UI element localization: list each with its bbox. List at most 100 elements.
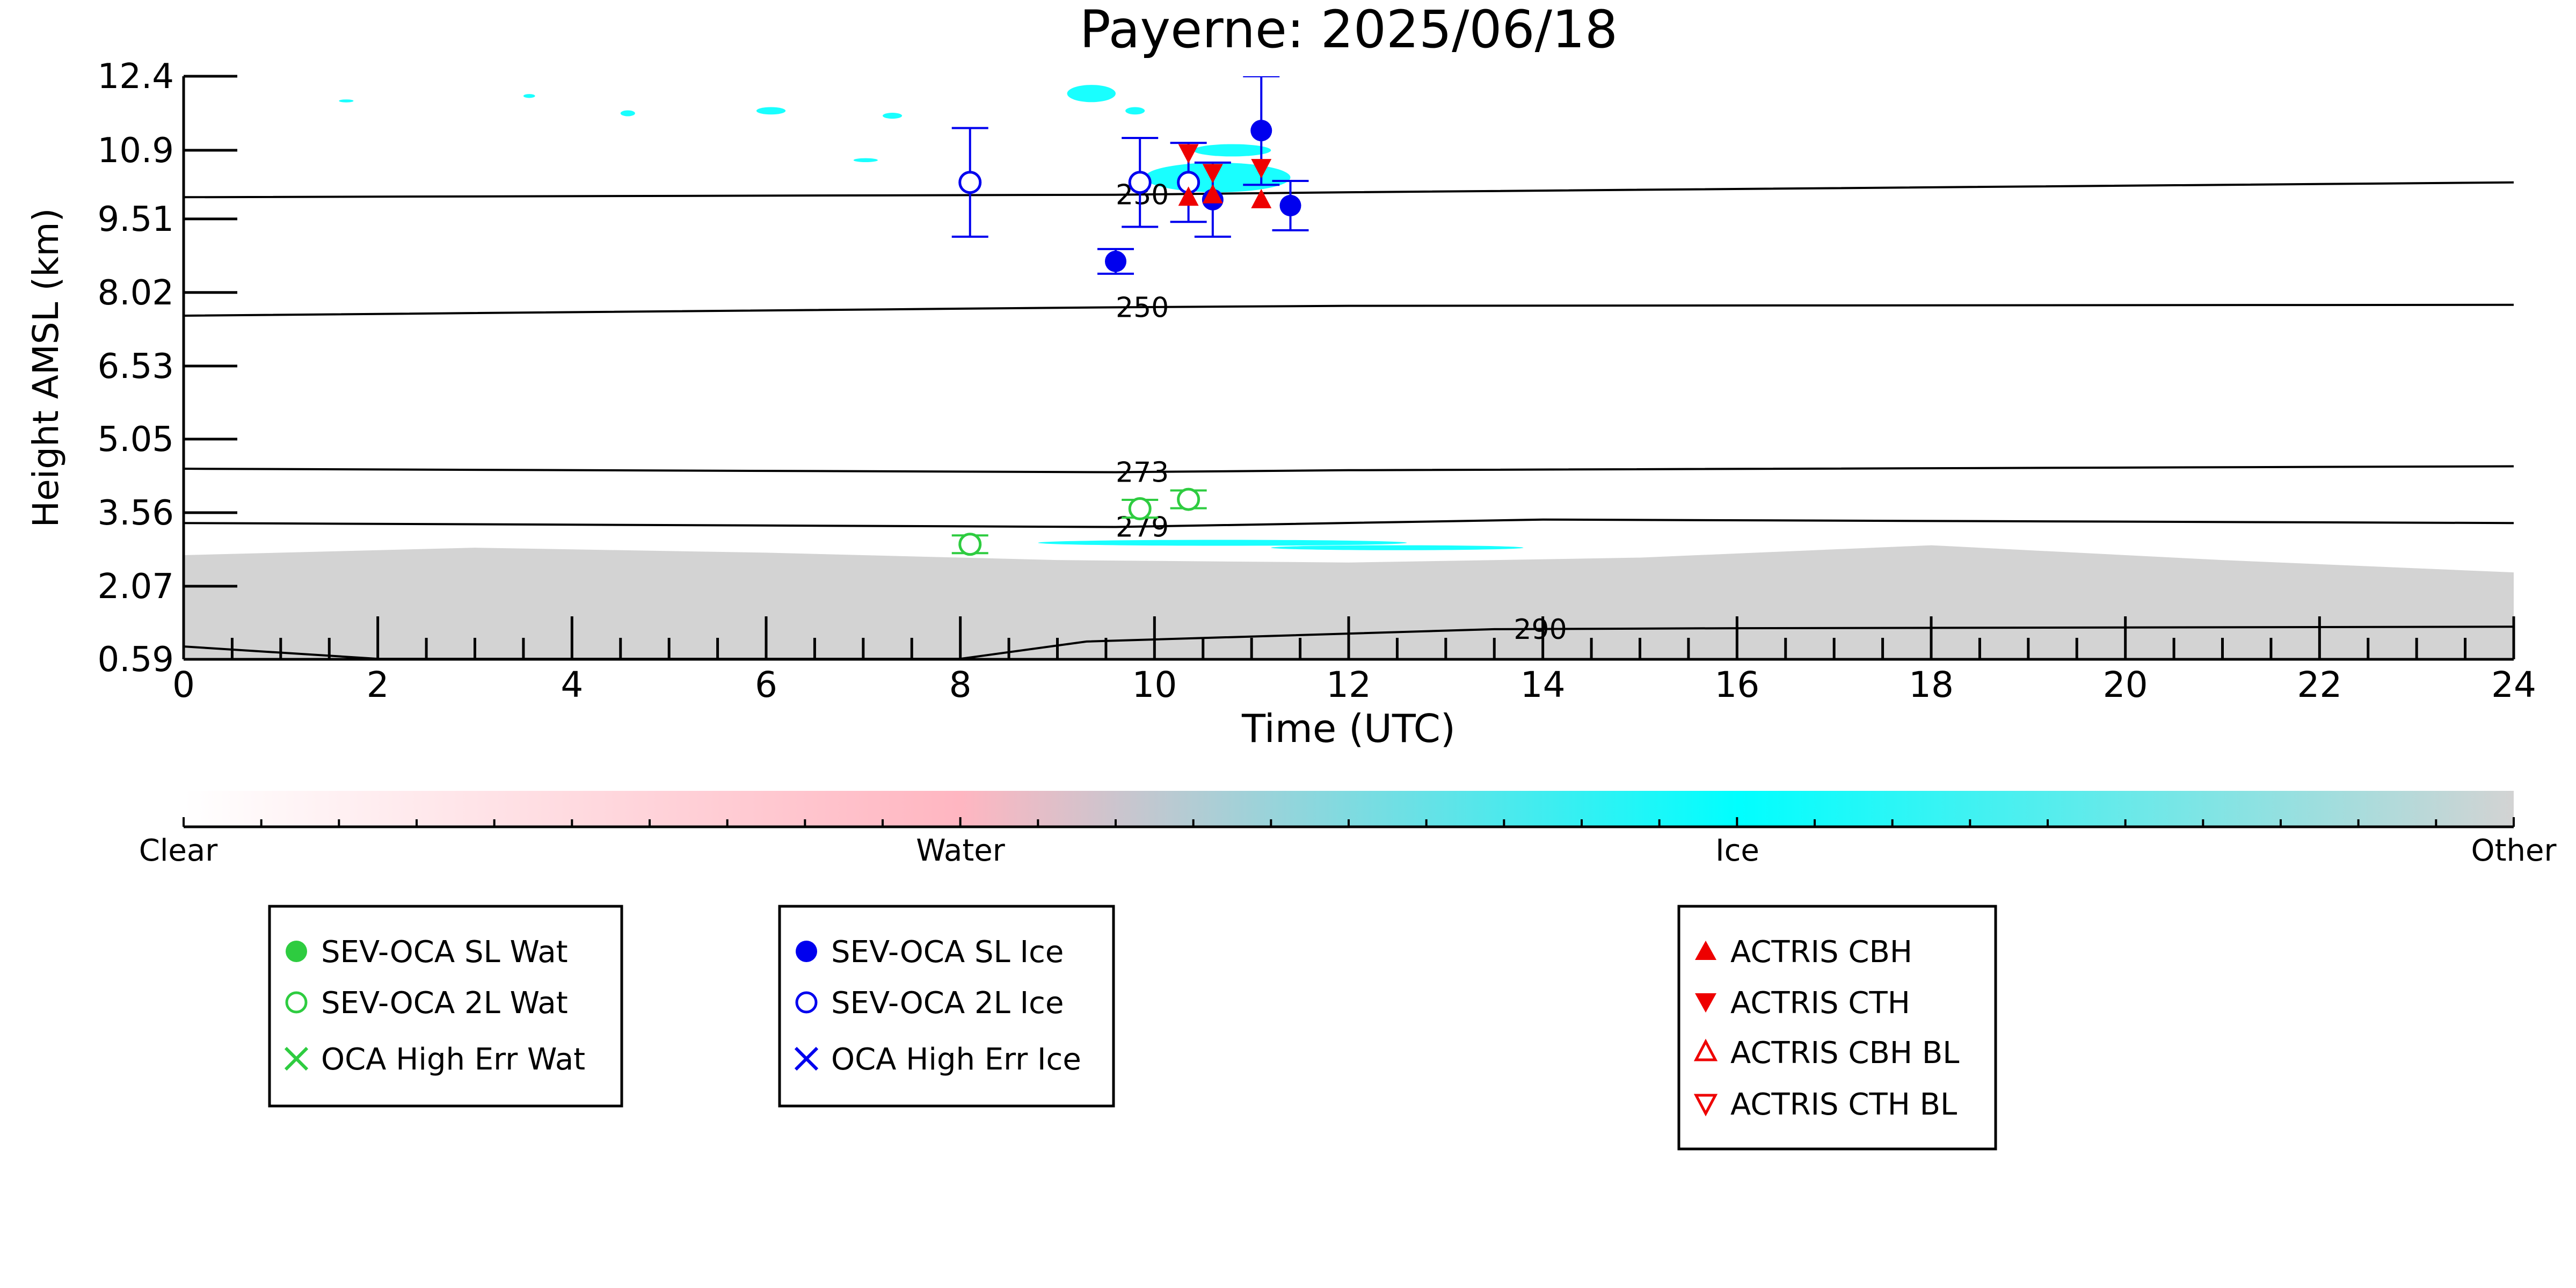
y-tick-label: 10.9	[98, 131, 174, 171]
filled-circle-marker-icon	[286, 941, 307, 962]
y-tick-label: 9.51	[98, 200, 174, 239]
legend-label: SEV-OCA SL Wat	[321, 935, 568, 970]
colorbar-label-other: Other	[2471, 833, 2557, 868]
legend-entry-actris-cbh: ACTRIS CBH	[1695, 935, 1912, 970]
x-tick-label: 22	[2297, 664, 2342, 705]
x-tick-label: 10	[1132, 664, 1177, 705]
x-tick-label: 2	[367, 664, 389, 705]
data-point	[1279, 194, 1301, 216]
triangle-up-marker-icon	[1695, 941, 1716, 960]
ice-patch	[1271, 545, 1524, 550]
x-ticks: 0 2 4 6 8 10 12 14 16 18 20 22 24	[172, 616, 2536, 705]
triangle-down-marker-icon	[1695, 993, 1716, 1013]
open-triangle-up-marker-icon	[1693, 1038, 1718, 1061]
legend-label: ACTRIS CTH BL	[1730, 1087, 1957, 1122]
legend-label: SEV-OCA 2L Wat	[321, 986, 568, 1021]
legend-entry-sev-oca-2l-wat: SEV-OCA 2L Wat	[285, 986, 568, 1021]
ice-patch	[620, 110, 635, 117]
open-triangle-down-marker-icon	[1693, 1094, 1718, 1117]
ice-patch	[1067, 85, 1116, 103]
ice-patch	[1125, 107, 1145, 115]
y-tick-label: 3.56	[98, 493, 174, 533]
data-point	[1105, 250, 1126, 272]
legend-label: ACTRIS CBH	[1730, 935, 1912, 970]
legend-label: SEV-OCA SL Ice	[831, 935, 1064, 970]
colorbar-label-clear: Clear	[139, 833, 218, 868]
data-point	[1178, 144, 1199, 164]
legend-entry-sev-oca-2l-ice: SEV-OCA 2L Ice	[795, 986, 1064, 1021]
y-tick-label: 12.4	[98, 57, 174, 97]
x-axis-label: Time (UTC)	[1241, 706, 1456, 751]
observation-points	[951, 76, 1309, 556]
legend-actris: ACTRIS CBH ACTRIS CTH ACTRIS CBH BL ACTR…	[1677, 905, 1997, 1151]
legend-entry-oca-high-err-ice: OCA High Err Ice	[794, 1042, 1081, 1077]
x-tick-label: 6	[755, 664, 777, 705]
x-tick-label: 14	[1520, 664, 1566, 705]
ice-patch	[1193, 144, 1271, 157]
legend-label: ACTRIS CTH	[1730, 986, 1910, 1021]
isotherm-line	[184, 465, 2514, 474]
ice-patch	[1038, 540, 1407, 546]
data-point	[1178, 186, 1199, 206]
x-tick-label: 4	[561, 664, 583, 705]
data-point	[1177, 487, 1200, 511]
legend-entry-sev-oca-sl-ice: SEV-OCA SL Ice	[796, 935, 1064, 970]
isotherm-label: 290	[1513, 614, 1567, 646]
data-point	[1202, 164, 1223, 184]
y-tick-label: 2.07	[98, 567, 174, 607]
legend-label: SEV-OCA 2L Ice	[831, 986, 1064, 1021]
ice-classification-patches	[339, 85, 1524, 550]
ice-patch	[853, 158, 878, 163]
ice-patch	[523, 94, 535, 98]
y-tick-label: 8.02	[98, 273, 174, 313]
data-point	[1251, 188, 1272, 208]
colorbar-label-water: Water	[916, 833, 1006, 868]
ice-patch	[756, 107, 786, 115]
data-point	[1251, 159, 1272, 179]
ice-patch	[339, 99, 354, 103]
legend-water-frame	[268, 905, 623, 1108]
y-ticks: 0.59 2.07 3.56 5.05 6.53 8.02 9.51 10.9 12.4	[98, 57, 237, 680]
legend-entry-actris-cth-bl: ACTRIS CTH BL	[1693, 1087, 1957, 1122]
legend-ice-frame	[778, 905, 1115, 1108]
data-point	[958, 533, 982, 556]
legend-entry-sev-oca-sl-wat: SEV-OCA SL Wat	[286, 935, 568, 970]
data-point	[1128, 171, 1152, 194]
x-tick-label: 12	[1326, 664, 1371, 705]
y-tick-label: 0.59	[98, 640, 174, 680]
isotherm-label: 273	[1116, 456, 1169, 489]
data-point	[958, 171, 982, 194]
legend-ice: SEV-OCA SL Ice SEV-OCA 2L Ice OCA High E…	[778, 905, 1115, 1108]
data-point	[1128, 497, 1152, 521]
filled-circle-marker-icon	[796, 941, 817, 962]
isotherm-line	[184, 303, 2514, 317]
legend-label: ACTRIS CBH BL	[1730, 1036, 1959, 1071]
isotherm-line	[184, 518, 2514, 528]
data-point	[1250, 120, 1272, 142]
isotherm-line	[184, 181, 2514, 199]
ice-patch	[883, 113, 903, 119]
x-tick-label: 0	[172, 664, 195, 705]
x-tick-label: 20	[2103, 664, 2148, 705]
isotherm-label: 250	[1116, 292, 1169, 324]
legend-entry-oca-high-err-wat: OCA High Err Wat	[284, 1042, 585, 1077]
legend-label: OCA High Err Wat	[321, 1042, 585, 1077]
colorbar-ticks	[183, 817, 2515, 827]
data-point	[1202, 184, 1223, 203]
x-tick-label: 16	[1714, 664, 1759, 705]
classification-colorbar: Clear Water Ice Other	[139, 791, 2557, 868]
x-tick-label: 8	[949, 664, 972, 705]
x-tick-label: 18	[1909, 664, 1954, 705]
y-tick-label: 5.05	[98, 420, 174, 460]
open-circle-marker-icon	[795, 991, 818, 1014]
y-axis-label: Height AMSL (km)	[25, 208, 67, 528]
y-tick-label: 6.53	[98, 347, 174, 387]
x-marker-icon	[284, 1046, 309, 1071]
x-tick-label: 24	[2491, 664, 2536, 705]
legend-label: OCA High Err Ice	[831, 1042, 1081, 1077]
open-circle-marker-icon	[285, 991, 308, 1014]
legend-actris-frame	[1677, 905, 1997, 1151]
